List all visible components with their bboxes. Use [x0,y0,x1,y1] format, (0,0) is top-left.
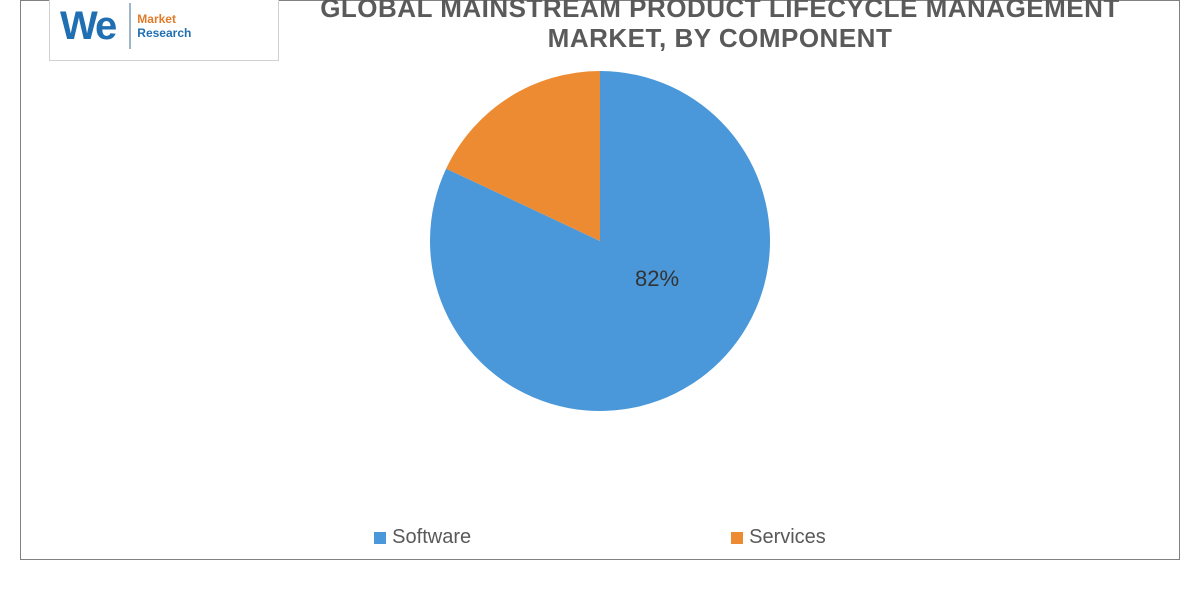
pie-pct-software: 82% [635,266,679,292]
logo-divider [129,3,131,49]
logo-we-text: We [60,4,115,49]
pie-svg [430,71,770,411]
brand-logo: We Market Research [49,0,279,61]
logo-market-text: Market [137,12,191,26]
chart-legend: Software Services [21,526,1179,549]
legend-label-software: Software [392,526,471,549]
chart-frame: We Market Research GLOBAL MAINSTREAM PRO… [20,0,1180,560]
legend-swatch-services [731,532,743,544]
logo-subtext: Market Research [137,12,191,40]
chart-title: GLOBAL MAINSTREAM PRODUCT LIFECYCLE MANA… [291,0,1149,53]
legend-swatch-software [374,532,386,544]
pie-chart: 82% [430,71,770,411]
chart-title-line1: GLOBAL MAINSTREAM PRODUCT LIFECYCLE MANA… [320,0,1120,23]
pie-slices-group [430,71,770,411]
legend-label-services: Services [749,526,826,549]
legend-item-software: Software [374,526,471,549]
logo-research-text: Research [137,26,191,40]
chart-title-line2: MARKET, BY COMPONENT [548,23,893,53]
legend-item-services: Services [731,526,826,549]
